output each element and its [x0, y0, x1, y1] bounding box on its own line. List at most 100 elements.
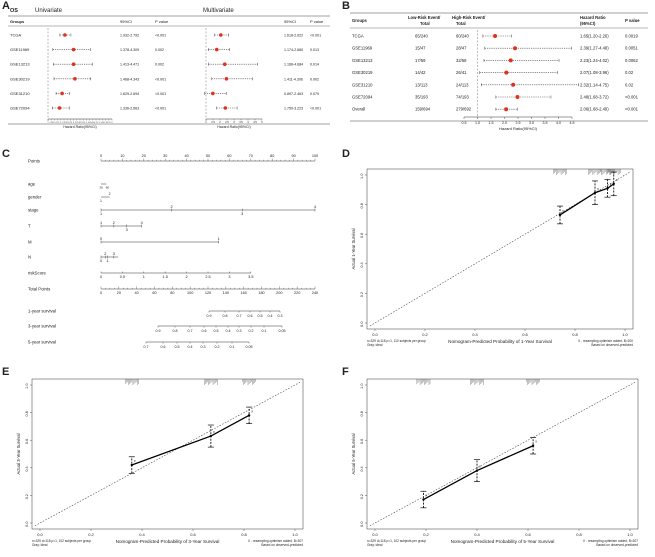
- surv1-tick-label: 0.3: [278, 314, 283, 318]
- univ-x-tick-label: 5.5: [104, 122, 107, 124]
- univ-ci-value: 1.378-4.309: [120, 48, 139, 52]
- risk-tick-label: 2: [186, 275, 188, 279]
- risk-tick-label: 1: [143, 275, 145, 279]
- total-tick-label: 240: [312, 291, 318, 295]
- b-group-label: GSE72094: [352, 95, 373, 100]
- univ-x-tick-label: 1.5: [53, 122, 56, 124]
- calib-x-tick-label: 0.2: [88, 532, 94, 537]
- multi-p-value: 0.002: [310, 77, 319, 81]
- gender-tick-label: 1: [100, 199, 102, 203]
- forest-a-group-label: GSE11969: [10, 47, 30, 52]
- calib-foot-right2: Based on observed-predicted: [591, 343, 633, 347]
- b-col-p: P value: [625, 18, 640, 23]
- calib-foot-left: n=329 d=118 p=1, 110 subjects per group: [367, 339, 426, 343]
- b-point: [513, 46, 518, 51]
- univ-p-value: <0.001: [155, 34, 166, 38]
- calib-point: [209, 434, 213, 438]
- panel-letter-e: E: [2, 366, 10, 378]
- univ-p-value: <0.001: [155, 77, 166, 81]
- surv5-tick-label: 0.6: [161, 345, 166, 349]
- univ-ci-value: 1.629-2.694: [120, 92, 139, 96]
- b-col-hr-1: Hazard Ratio: [580, 15, 606, 20]
- os-label: OS: [10, 8, 18, 14]
- b-hr-value: 2.07(1.08-3.96): [580, 70, 609, 75]
- nomogram-row-label: age: [28, 182, 36, 187]
- multi-point: [223, 106, 228, 110]
- nomogram-row-label: M: [28, 240, 32, 245]
- b-point: [493, 34, 498, 38]
- b-hr-value: 1.65(1.20-2.26): [580, 34, 609, 39]
- b-x-axis-label: Hazard Ratio(95%CI): [499, 126, 538, 131]
- b-group-label: GSE13213: [352, 58, 373, 63]
- surv3-tick-label: 0.6: [202, 329, 207, 333]
- forest-a-group-label: TCGA: [10, 33, 21, 38]
- multi-p-header: P value: [310, 19, 324, 24]
- panel-letter-f: F: [342, 366, 349, 378]
- b-p-value: <0.001: [625, 107, 639, 112]
- n-tick-label: 0: [100, 259, 102, 263]
- surv1-tick-label: 0.5: [258, 314, 263, 318]
- risk-tick-label: 0: [100, 275, 102, 279]
- multi-p-value: 0.013: [310, 48, 319, 52]
- calib-foot-right2: Based on observed-predicted: [261, 543, 303, 547]
- b-col-low-1: Low-Risk Event/: [408, 15, 441, 20]
- total-tick-label: 40: [135, 291, 139, 295]
- forest-a-group-label: GSE31210: [10, 91, 30, 96]
- calib-curve: [559, 183, 615, 216]
- calib-point: [558, 213, 562, 217]
- points-tick-label: 100: [312, 154, 318, 158]
- total-tick-label: 220: [294, 291, 300, 295]
- calib-y-tick-label: 0.0: [25, 522, 29, 527]
- nomogram-row-label: riskScore: [28, 271, 47, 276]
- n-tick-label: 2: [104, 252, 106, 256]
- b-high-value: 32/58: [456, 58, 467, 63]
- multi-p-value: <0.001: [310, 34, 321, 38]
- total-tick-label: 180: [258, 291, 264, 295]
- total-tick-label: 80: [170, 291, 174, 295]
- calib-y-tick-label: 0.6: [360, 439, 364, 444]
- b-point: [504, 107, 509, 112]
- calib-x-tick-label: 0.0: [37, 532, 43, 537]
- b-low-value: 17/59: [415, 58, 426, 63]
- total-tick-label: 100: [187, 291, 193, 295]
- b-point: [504, 70, 509, 75]
- univariate-title: Univariate: [35, 8, 63, 14]
- stage-tick-label: 4: [314, 205, 316, 209]
- calib-foot-left: n=329 d=118 p=1, 102 subjects per group: [367, 539, 426, 543]
- calib-foot-right2: Based on observed-predicted: [596, 543, 638, 547]
- calib-ideal-line: [34, 381, 301, 527]
- multi-x-tick-label: 1.5: [211, 120, 215, 124]
- calib-y-tick-label: 0.4: [25, 466, 29, 471]
- risk-tick-label: 0.5: [120, 275, 125, 279]
- univ-p-value: 0.002: [155, 48, 164, 52]
- surv5-tick-label: 0.3: [201, 345, 206, 349]
- calib-y-tick-label: 1.0: [360, 384, 364, 389]
- univ-ci-value: 1.336-2.663: [120, 107, 139, 111]
- total-tick-label: 20: [117, 291, 121, 295]
- stage-tick-label: 3: [241, 212, 243, 216]
- multi-point: [224, 77, 229, 81]
- surv5-tick-label: 0.05: [246, 345, 253, 349]
- total-tick-label: 60: [152, 291, 156, 295]
- panel-letter-a: A: [2, 0, 10, 12]
- b-group-label: TCGA: [352, 34, 364, 39]
- multivariate-title: Multivariate: [203, 8, 234, 14]
- panel-letter-b: B: [342, 0, 350, 12]
- calib-y-tick-label: 0.2: [360, 494, 364, 499]
- calib-x-tick-label: 0.4: [474, 532, 480, 537]
- b-point: [508, 58, 513, 63]
- univ-x-tick-label: 2: [60, 122, 61, 124]
- multi-x-tick-label: 2.5: [225, 120, 229, 124]
- b-col-high-1: High-Risk Event/: [452, 15, 486, 20]
- multi-ci-value: 1.618-2.622: [284, 34, 303, 38]
- univ-point: [60, 91, 64, 96]
- b-x-tick-label: 4.5: [570, 121, 575, 125]
- calib-y-tick-label: 0.4: [360, 262, 364, 267]
- b-point: [511, 82, 516, 87]
- univ-x-axis-label: Hazard Ratio(95%CI): [63, 125, 96, 129]
- surv5-tick-label: 0.1: [230, 345, 235, 349]
- t-tick-label: 2: [113, 221, 115, 225]
- b-x-tick-label: 0.5: [462, 121, 467, 125]
- b-high-value: 24/113: [456, 82, 469, 87]
- nomogram-row-label: 3-year survival: [28, 324, 56, 329]
